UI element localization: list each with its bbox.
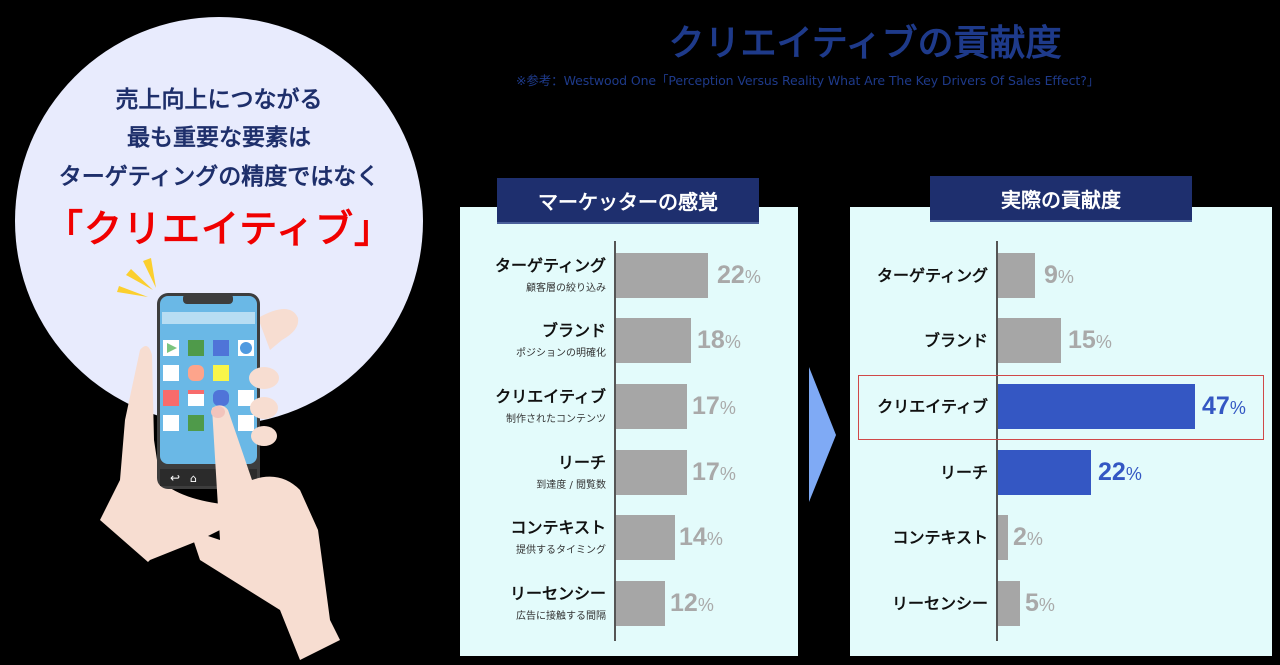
marketer-perception-title: マーケッターの感覚	[497, 178, 759, 224]
right-value: 15%	[1068, 326, 1112, 354]
right-row-label: リーセンシー	[891, 594, 988, 613]
right-bar-context	[998, 515, 1008, 560]
left-value: 12%	[670, 589, 714, 617]
left-row-label: ブランド ポジションの明確化	[516, 321, 606, 359]
left-value: 17%	[692, 458, 736, 486]
callout-emphasis: 「クリエイティブ」	[45, 207, 393, 251]
actual-contribution-title: 実際の貢献度	[930, 176, 1192, 222]
callout-line-2: 最も重要な要素は	[127, 125, 311, 151]
left-chart-axis	[614, 241, 616, 641]
hand-smartphone-illustration: ↩ ⌂	[100, 258, 340, 660]
right-row-label: コンテキスト	[892, 528, 988, 547]
left-value: 18%	[697, 326, 741, 354]
left-value: 14%	[679, 523, 723, 551]
left-row-label: クリエイティブ 制作されたコンテンツ	[495, 387, 606, 425]
left-value: 22%	[717, 261, 761, 289]
left-bar-context	[616, 515, 675, 560]
left-row-label: リーチ 到達度 / 閲覧数	[536, 453, 606, 491]
right-bar-reach	[998, 450, 1091, 495]
left-bar-targeting	[616, 253, 708, 298]
right-value: 47%	[1202, 392, 1246, 420]
right-row-label: ターゲティング	[876, 266, 988, 285]
source-note: ※参考：Westwood One「Perception Versus Reali…	[516, 73, 1100, 88]
right-bar-targeting	[998, 253, 1035, 298]
left-row-label: ターゲティング 顧客層の絞り込み	[494, 256, 606, 294]
right-row-label: ブランド	[923, 331, 988, 350]
callout-line-3: ターゲティングの精度ではなく	[58, 164, 380, 190]
back-icon: ↩	[170, 471, 180, 485]
right-chart-axis	[996, 241, 998, 641]
arrow-right-icon	[809, 367, 836, 502]
right-value: 22%	[1098, 458, 1142, 486]
home-icon: ⌂	[190, 472, 197, 485]
right-bar-creative	[998, 384, 1195, 429]
left-row-label: リーセンシー 広告に接触する間隔	[509, 584, 606, 622]
left-bar-creative	[616, 384, 687, 429]
right-value: 2%	[1013, 523, 1043, 551]
left-bar-brand	[616, 318, 691, 363]
app-icons	[163, 340, 254, 431]
creative-highlight-box	[858, 375, 1264, 440]
right-row-label: クリエイティブ	[877, 397, 988, 416]
sparkle-icon	[117, 258, 156, 297]
left-row-label: コンテキスト 提供するタイミング	[510, 518, 606, 556]
page-title: クリエイティブの貢献度	[668, 23, 1062, 64]
left-bar-recency	[616, 581, 665, 626]
left-value: 17%	[692, 392, 736, 420]
left-bar-reach	[616, 450, 687, 495]
right-bar-recency	[998, 581, 1020, 626]
right-row-label: リーチ	[939, 463, 988, 482]
right-bar-brand	[998, 318, 1061, 363]
right-value: 9%	[1044, 261, 1074, 289]
actual-contribution-panel	[850, 207, 1272, 656]
callout-line-1: 売上向上につながる	[115, 87, 323, 113]
right-value: 5%	[1025, 589, 1055, 617]
